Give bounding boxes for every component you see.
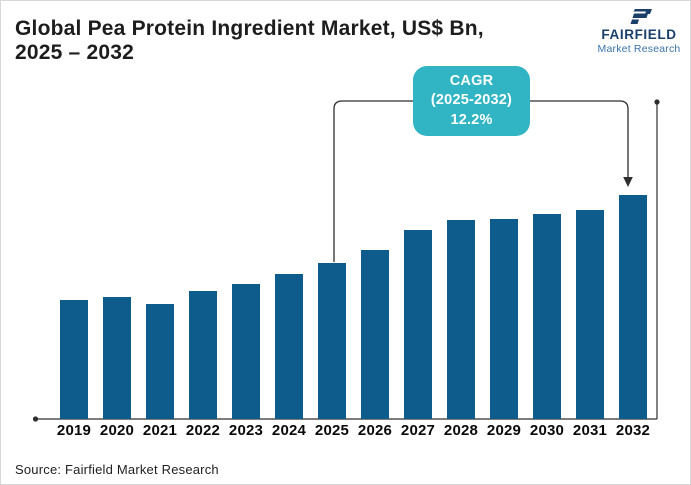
bar-chart-plot-area [35, 1, 658, 419]
chart-bar-2020 [103, 297, 131, 419]
fairfield-flag-icon [630, 9, 652, 24]
logo-wordmark: FAIRFIELD [601, 27, 677, 42]
chart-bar-2023 [232, 284, 260, 419]
chart-title: Global Pea Protein Ingredient Market, US… [15, 17, 575, 66]
x-axis-labels: 2019 2020 2021 2022 2023 2024 2025 2026 2027 2028… [35, 422, 658, 442]
source-note: Source: Fairfield Market Research [15, 462, 219, 477]
x-axis-label-2025: 2025 [314, 422, 350, 439]
chart-title-line1: Global Pea Protein Ingredient Market, US… [15, 17, 484, 40]
chart-bar-2019 [60, 300, 88, 419]
chart-bar-2022 [189, 291, 217, 419]
cagr-label: CAGR [449, 73, 494, 90]
x-axis-label-2031: 2031 [572, 422, 608, 439]
chart-bar-2027 [404, 230, 432, 419]
chart-bar-2030 [533, 214, 561, 419]
cagr-period: (2025-2032) [430, 92, 513, 109]
x-axis-label-2019: 2019 [56, 422, 92, 439]
chart-title-line2: 2025 – 2032 [15, 41, 134, 65]
x-axis-label-2027: 2027 [400, 422, 436, 439]
x-axis-label-2030: 2030 [529, 422, 565, 439]
x-axis-label-2020: 2020 [99, 422, 135, 439]
x-axis-label-2021: 2021 [142, 422, 178, 439]
x-axis-label-2026: 2026 [357, 422, 393, 439]
x-axis-label-2022: 2022 [185, 422, 221, 439]
chart-bar-2021 [146, 304, 174, 419]
chart-bar-2025 [318, 263, 346, 419]
x-axis-label-2024: 2024 [271, 422, 307, 439]
x-axis-label-2023: 2023 [228, 422, 264, 439]
fairfield-logo: FAIRFIELD Market Research [594, 9, 684, 55]
cagr-callout: CAGR (2025-2032) 12.2% [413, 66, 530, 136]
x-axis-label-2029: 2029 [486, 422, 522, 439]
logo-tagline: Market Research [597, 42, 681, 55]
chart-bar-2029 [490, 219, 518, 419]
chart-bar-2028 [447, 220, 475, 419]
chart-bar-2024 [275, 274, 303, 419]
chart-bar-2026 [361, 250, 389, 419]
chart-bar-2031 [576, 210, 604, 419]
x-axis-label-2028: 2028 [443, 422, 479, 439]
x-axis-label-2032: 2032 [615, 422, 651, 439]
cagr-value: 12.2% [450, 111, 493, 128]
chart-bar-2032 [619, 195, 647, 419]
